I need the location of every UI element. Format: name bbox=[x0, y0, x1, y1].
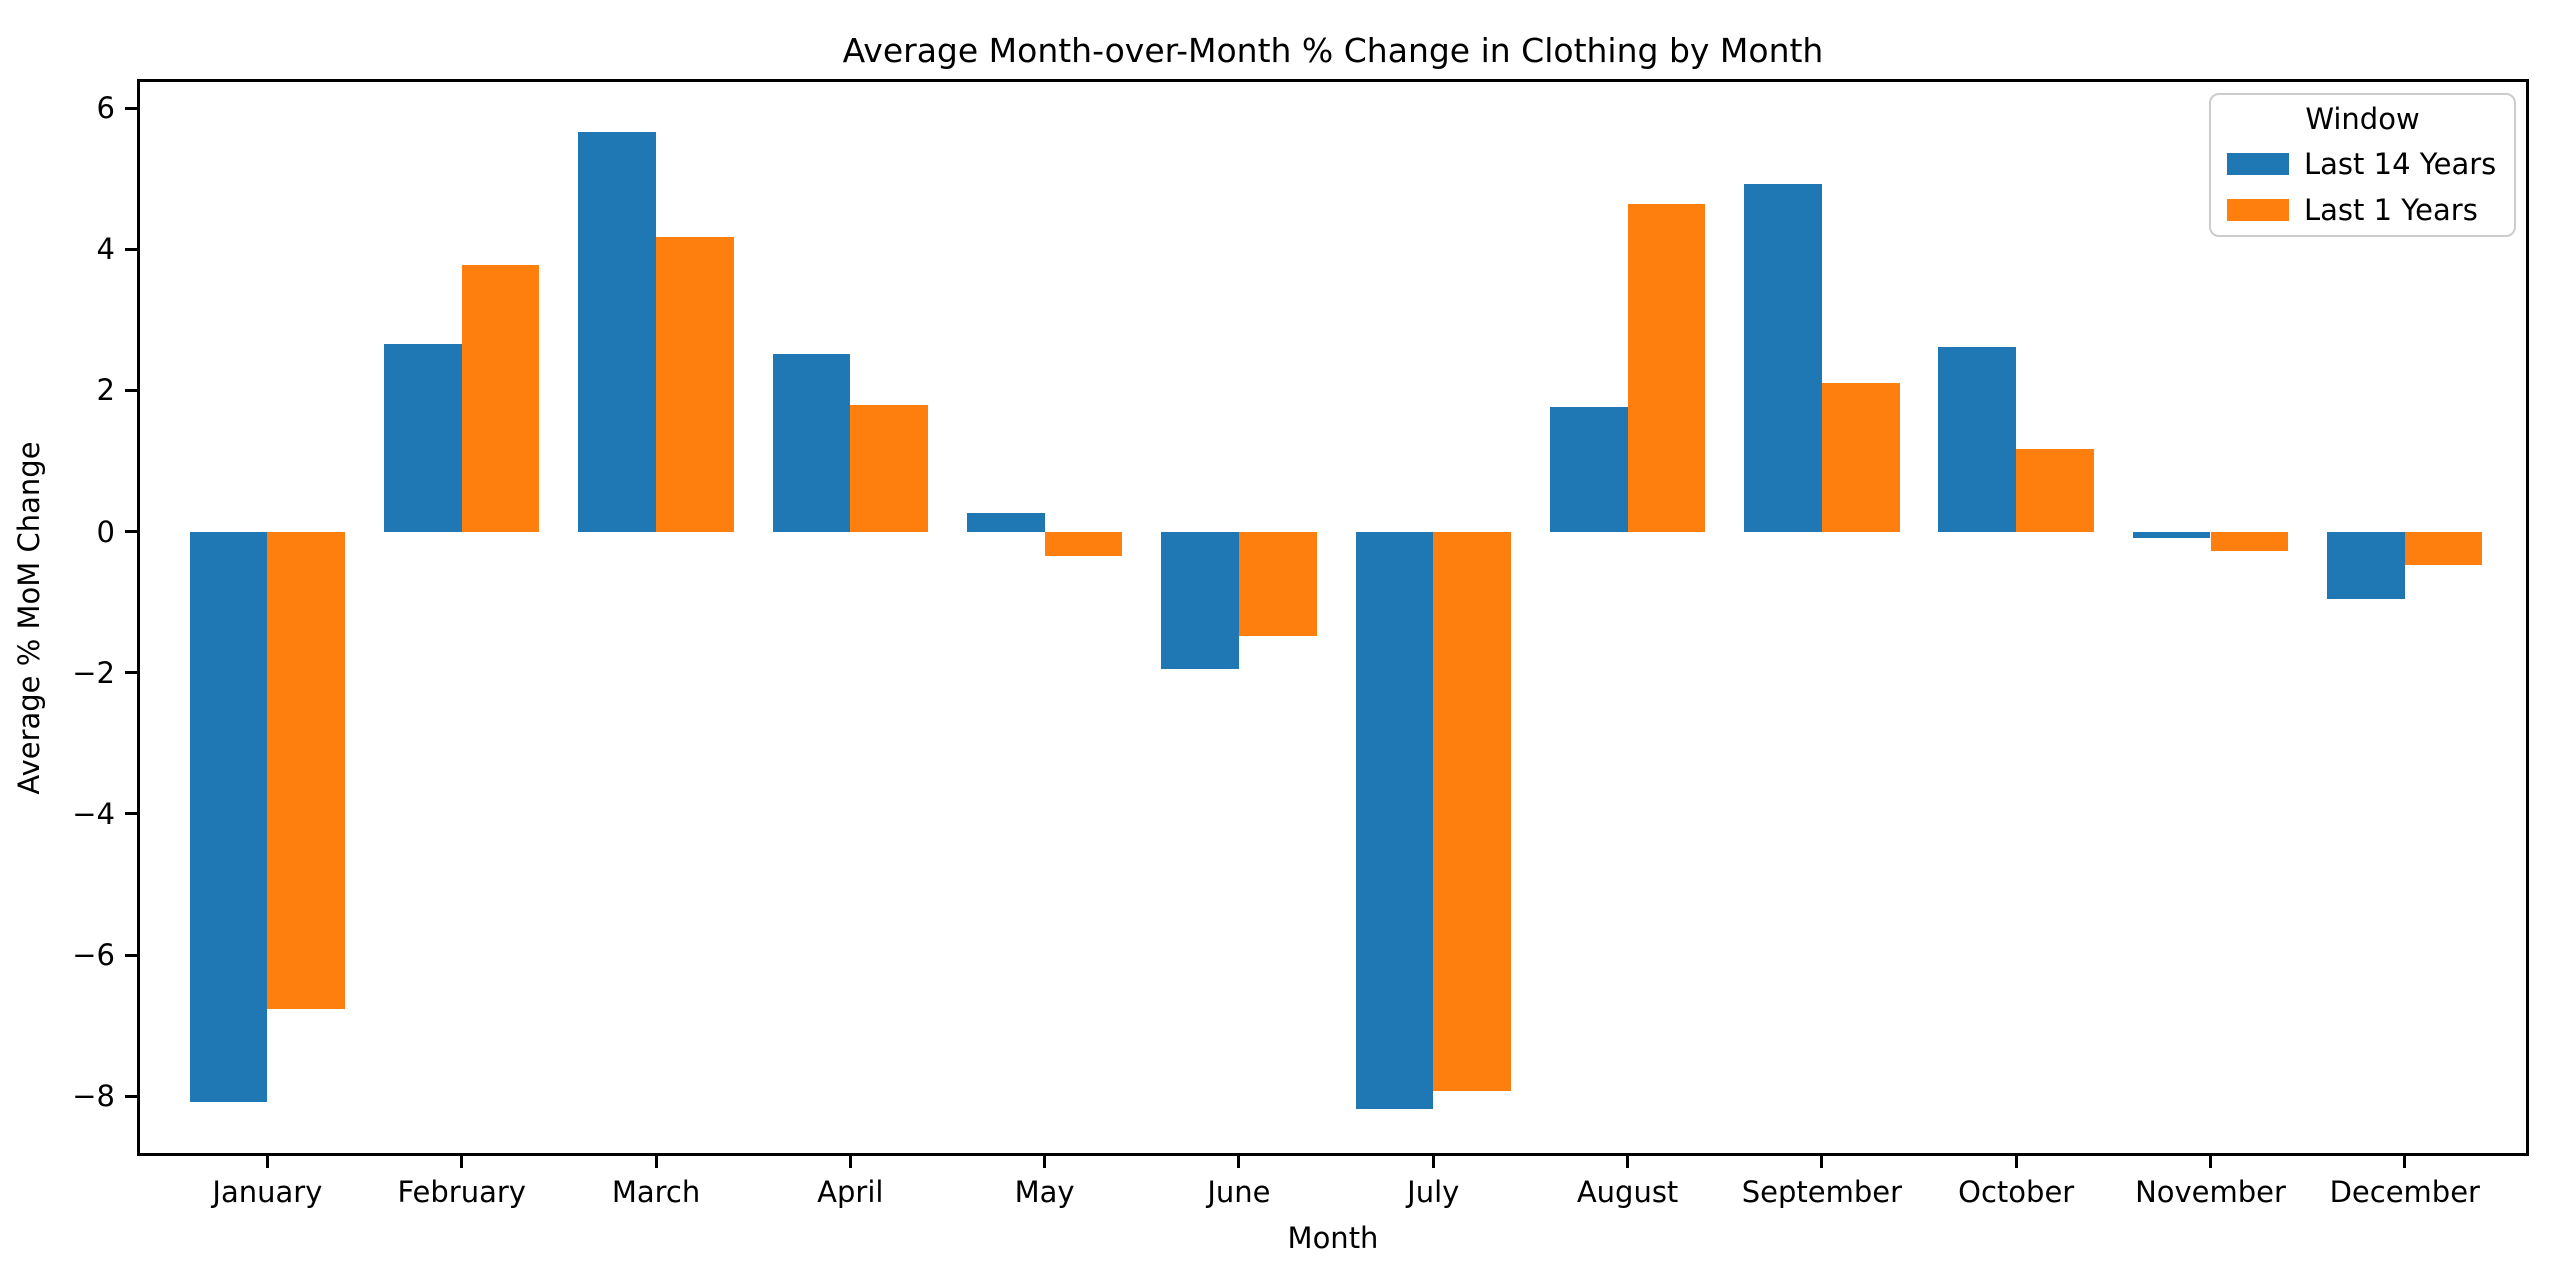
legend-label-last-1-years: Last 1 Years bbox=[2304, 193, 2478, 227]
bar-june-last-1-years bbox=[1238, 531, 1317, 637]
bar-april-last-1-years bbox=[850, 404, 929, 532]
chart-title: Average Month-over-Month % Change in Clo… bbox=[842, 31, 1824, 70]
y-tick-2 bbox=[125, 388, 137, 392]
x-tick-february bbox=[460, 1156, 464, 1168]
y-tick-neg2 bbox=[125, 671, 137, 675]
x-tick-may bbox=[1043, 1156, 1047, 1168]
x-tick-january bbox=[265, 1156, 269, 1168]
x-tick-label-february: February bbox=[397, 1175, 526, 1209]
x-tick-label-july: July bbox=[1407, 1175, 1460, 1209]
x-tick-december bbox=[2403, 1156, 2407, 1168]
bar-september-last-1-years bbox=[1821, 382, 1900, 532]
x-tick-label-april: April bbox=[817, 1175, 884, 1209]
legend-label-last-14-years: Last 14 Years bbox=[2304, 147, 2497, 181]
bar-june-last-14-years bbox=[1161, 531, 1239, 670]
y-tick-4 bbox=[125, 247, 137, 251]
bar-august-last-1-years bbox=[1627, 204, 1706, 532]
y-tick-0 bbox=[125, 530, 137, 534]
legend-entry-last-14-years: Last 14 Years bbox=[2227, 146, 2496, 182]
y-tick-6 bbox=[125, 106, 137, 110]
x-tick-july bbox=[1431, 1156, 1435, 1168]
x-tick-label-december: December bbox=[2329, 1175, 2480, 1209]
x-tick-label-august: August bbox=[1576, 1175, 1679, 1209]
x-axis-label: Month bbox=[1287, 1221, 1379, 1255]
y-tick-label-4: 4 bbox=[96, 232, 115, 267]
bar-october-last-14-years bbox=[1938, 346, 2017, 532]
bar-november-last-1-years bbox=[2210, 531, 2289, 552]
y-tick-neg8 bbox=[125, 1094, 137, 1098]
bar-february-last-1-years bbox=[461, 265, 540, 532]
y-tick-label-neg2: −2 bbox=[72, 655, 115, 690]
legend-title: Window bbox=[2305, 102, 2420, 136]
x-tick-november bbox=[2209, 1156, 2212, 1168]
x-tick-august bbox=[1626, 1156, 1630, 1168]
y-tick-label-neg8: −8 bbox=[72, 1079, 115, 1114]
bar-december-last-1-years bbox=[2404, 531, 2483, 565]
bar-september-last-14-years bbox=[1744, 183, 1822, 532]
x-tick-september bbox=[1820, 1156, 1824, 1168]
x-tick-label-march: March bbox=[611, 1175, 701, 1209]
legend-entry-last-1-years: Last 1 Years bbox=[2227, 192, 2478, 228]
bar-february-last-14-years bbox=[384, 343, 462, 532]
y-tick-label-neg6: −6 bbox=[72, 938, 115, 973]
legend-swatch-last-1-years bbox=[2227, 199, 2289, 221]
y-tick-label-0: 0 bbox=[96, 514, 115, 549]
y-tick-neg6 bbox=[125, 953, 137, 957]
x-tick-label-september: September bbox=[1741, 1175, 1903, 1209]
y-tick-label-neg4: −4 bbox=[72, 796, 115, 831]
plot-area: 6 4 2 0 −2 −4 −6 −8 January February March April May… bbox=[72, 79, 2529, 1209]
legend: Window Last 14 Years Last 1 Years bbox=[2209, 93, 2516, 237]
bar-july-last-14-years bbox=[1355, 531, 1434, 1109]
bar-march-last-1-years bbox=[656, 237, 734, 532]
bar-august-last-14-years bbox=[1549, 406, 1628, 532]
x-tick-label-october: October bbox=[1958, 1175, 2075, 1209]
bar-october-last-1-years bbox=[2016, 448, 2094, 532]
bar-december-last-14-years bbox=[2327, 531, 2405, 600]
x-tick-label-november: November bbox=[2135, 1175, 2286, 1209]
legend-swatch-last-14-years bbox=[2227, 153, 2289, 175]
x-tick-label-may: May bbox=[1014, 1175, 1075, 1209]
bar-march-last-14-years bbox=[578, 132, 656, 532]
y-tick-neg4 bbox=[125, 812, 137, 816]
bar-april-last-14-years bbox=[772, 353, 851, 532]
y-tick-label-2: 2 bbox=[96, 373, 115, 408]
bar-may-last-1-years bbox=[1044, 531, 1123, 557]
bar-november-last-14-years bbox=[2132, 531, 2211, 538]
bar-january-last-1-years bbox=[267, 531, 346, 1009]
x-tick-march bbox=[654, 1156, 658, 1168]
x-tick-october bbox=[2014, 1156, 2018, 1168]
x-tick-label-june: June bbox=[1207, 1175, 1271, 1209]
bar-may-last-14-years bbox=[966, 512, 1045, 532]
bar-january-last-14-years bbox=[189, 531, 268, 1102]
y-tick-label-6: 6 bbox=[96, 91, 115, 126]
x-tick-label-january: January bbox=[212, 1175, 323, 1209]
x-tick-april bbox=[848, 1156, 852, 1168]
x-tick-june bbox=[1237, 1156, 1241, 1168]
bar-july-last-1-years bbox=[1433, 531, 1511, 1092]
